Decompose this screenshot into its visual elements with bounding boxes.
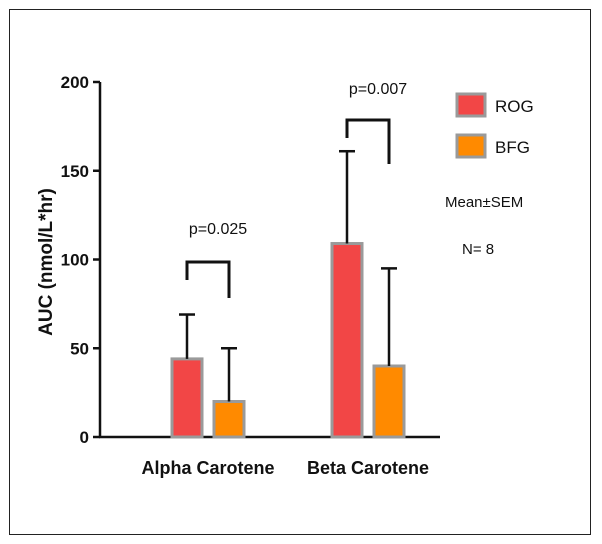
bar-ROG-1 <box>330 242 364 439</box>
y-tick-label-150: 150 <box>61 162 89 181</box>
y-axis-label: AUC (nmol/L*hr) <box>36 188 57 336</box>
category-label-0: Alpha Carotene <box>141 458 274 478</box>
tick-labels: 0 50 100 150 200 <box>61 73 89 447</box>
legend-label-BFG: BFG <box>495 138 530 157</box>
legend-label-ROG: ROG <box>495 97 534 116</box>
error-bars <box>179 149 397 402</box>
bars <box>170 242 406 439</box>
legend-swatch-BFG <box>455 133 487 159</box>
bracket-1 <box>345 118 391 164</box>
chart-frame <box>9 9 591 535</box>
category-label-1: Beta Carotene <box>307 458 429 478</box>
legend: ROG BFG <box>455 92 534 159</box>
note-sample-size: N= 8 <box>462 241 494 258</box>
y-tick-label-50: 50 <box>70 339 89 358</box>
y-tick-label-100: 100 <box>61 251 89 270</box>
significance-brackets: p=0.025 p=0.007 <box>185 81 407 298</box>
note-mean-sem: Mean±SEM <box>445 194 523 211</box>
notes: Mean±SEM N= 8 <box>445 194 523 258</box>
y-tick-label-0: 0 <box>80 428 89 447</box>
bar-BFG-0 <box>212 400 246 439</box>
legend-swatch-ROG <box>455 92 487 118</box>
bar-ROG-0 <box>170 357 204 439</box>
p-value-label-1: p=0.007 <box>349 81 407 98</box>
p-value-label-0: p=0.025 <box>189 221 247 238</box>
y-tick-label-200: 200 <box>61 73 89 92</box>
bar-BFG-1 <box>372 364 406 439</box>
bracket-0 <box>185 260 231 298</box>
category-labels: Alpha Carotene Beta Carotene <box>141 458 429 478</box>
